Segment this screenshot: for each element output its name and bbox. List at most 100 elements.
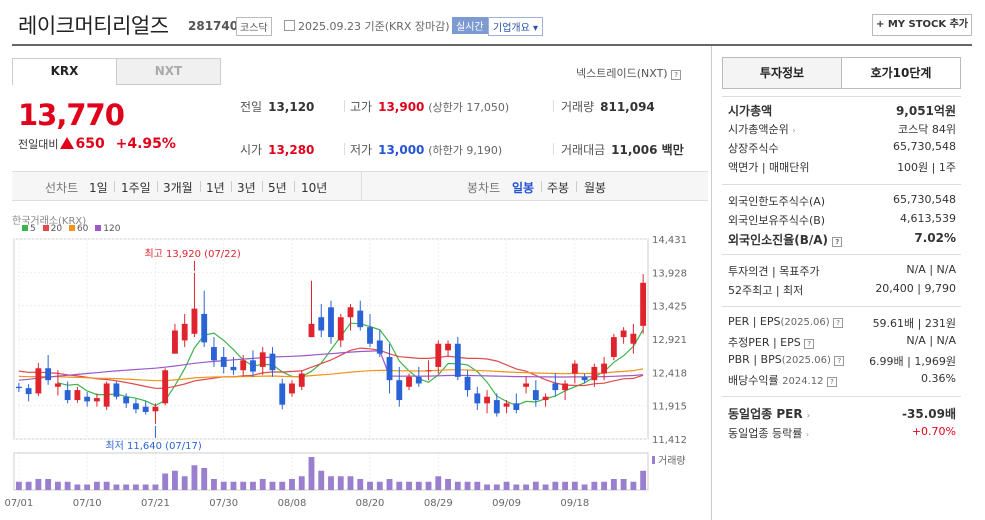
volume-bar — [376, 481, 383, 490]
candle-body — [523, 383, 530, 387]
volume-bar — [211, 479, 217, 490]
help-icon[interactable]: ? — [671, 70, 682, 80]
stat-label: 거래량 — [561, 100, 595, 114]
x-tick-label: 09/18 — [560, 498, 589, 509]
candle-body — [162, 370, 169, 404]
volume-bar — [571, 481, 578, 490]
period-3y[interactable]: 3년 — [237, 181, 256, 195]
candle-body — [601, 363, 608, 374]
stat-amount: 거래대금 11,006 백만 — [561, 141, 684, 158]
volume-bar — [103, 481, 110, 490]
legend-60: 60 — [76, 224, 89, 234]
candle-body — [74, 390, 81, 401]
tab-krx[interactable]: KRX — [12, 58, 117, 85]
volume-bar — [503, 481, 510, 490]
opinion-section: 투자의견 | 목표주가 N/A | N/A 52주최고 | 최저 20,400 | … — [722, 254, 961, 304]
candle-body — [464, 376, 471, 391]
help-icon[interactable]: ? — [832, 237, 843, 247]
my-stock-add-button[interactable]: + MY STOCK 추가 — [872, 14, 972, 36]
candle-weekly[interactable]: 주봉 — [547, 181, 570, 195]
foreign-ratio-row: 외국인소진율(B/A) ? 7.02% — [728, 231, 956, 247]
sector-rate-row[interactable]: 동일업종 등락률 › +0.70% — [728, 425, 956, 441]
candle-body — [571, 363, 578, 374]
candle-chart[interactable]: 14,431 13,928 13,425 12,921 12,418 11,915 11,4… — [0, 210, 710, 520]
foreign-limit-row: 외국인한도주식수(A) 65,730,548 — [728, 193, 956, 209]
volume-bar — [591, 481, 598, 490]
candle-body — [318, 317, 325, 331]
volume-bar — [201, 468, 208, 490]
volume-bar — [337, 476, 344, 490]
volume-bar — [367, 481, 373, 490]
nxt-link[interactable]: 넥스트레이드(NXT) ? — [576, 65, 682, 81]
opinion-value: N/A | N/A — [906, 263, 956, 276]
candle-body — [396, 380, 403, 401]
sector-per-row[interactable]: 동일업종 PER › -35.09배 — [728, 405, 956, 421]
period-1y[interactable]: 1년 — [206, 181, 225, 195]
candle-body — [406, 376, 412, 387]
volume-bar — [191, 465, 198, 490]
period-1w[interactable]: 1주일 — [121, 181, 151, 195]
volume-bar — [113, 484, 120, 490]
candle-body — [45, 368, 52, 381]
candle-body — [591, 366, 598, 381]
company-overview-button[interactable]: 기업개요 ▾ — [488, 17, 544, 36]
candle-body — [259, 352, 266, 367]
legend-swatch-120 — [95, 225, 102, 231]
volume-bar — [93, 481, 100, 490]
high-annotation: 최고 13,920 (07/22) — [144, 248, 240, 260]
line-chart-label[interactable]: 선차트 — [45, 181, 79, 195]
tab-nxt[interactable]: NXT — [116, 58, 221, 85]
volume-bar — [386, 479, 393, 490]
help-icon[interactable]: ? — [834, 356, 845, 366]
candle-body — [562, 383, 569, 391]
x-tick-label: 08/20 — [356, 498, 385, 509]
volume-bar — [493, 484, 500, 490]
foreign-section: 외국인한도주식수(A) 65,730,548 외국인보유주식수(B) 4,613,5… — [722, 184, 961, 252]
volume-bar — [406, 481, 412, 490]
realtime-badge[interactable]: 실시간 — [452, 17, 488, 34]
nxt-link-label: 넥스트레이드(NXT) — [576, 67, 668, 80]
info-tabs: 투자정보 호가10단계 — [722, 57, 961, 89]
par-value: 100원 | 1주 — [897, 161, 956, 174]
stat-volume: 거래량 811,094 — [561, 98, 655, 115]
volume-bar — [484, 484, 490, 490]
per-label: PER | EPS — [728, 315, 781, 328]
market-badge: 코스닥 — [236, 17, 272, 36]
help-icon[interactable]: ? — [833, 318, 844, 328]
shares-row: 상장주식수 65,730,548 — [728, 140, 956, 156]
rank-row[interactable]: 시가총액순위 › 코스닥 84위 — [728, 121, 956, 137]
volume-bar — [454, 481, 461, 490]
volume-bar — [181, 476, 188, 490]
period-1d[interactable]: 1일 — [89, 181, 108, 195]
candle-body — [376, 340, 383, 354]
volume-bar — [45, 479, 52, 490]
est-per-label: 추정PER | EPS — [728, 336, 801, 349]
legend-20: 20 — [50, 224, 63, 234]
foreign-ratio-value: 7.02% — [914, 231, 956, 245]
chart-legend: 5 20 60 120 — [18, 224, 120, 234]
volume-bar — [259, 479, 266, 490]
period-3m[interactable]: 3개월 — [163, 181, 193, 195]
help-icon[interactable]: ? — [826, 377, 837, 387]
volume-bar — [601, 481, 608, 490]
candle-chart-label[interactable]: 봉차트 — [467, 181, 501, 195]
volume-bar — [142, 484, 149, 490]
candle-monthly[interactable]: 월봉 — [584, 181, 607, 195]
sector-rate-value: +0.70% — [911, 425, 956, 438]
candle-body — [581, 376, 588, 381]
period-10y[interactable]: 10년 — [301, 181, 328, 195]
dividend-row: 배당수익률 2024.12 ? 0.36% — [728, 372, 956, 388]
candle-body — [308, 323, 315, 338]
foreign-ratio-label: 외국인소진율(B/A) — [728, 233, 829, 247]
stat-prev: 전일 13,120 — [240, 98, 314, 115]
tab-invest-info[interactable]: 투자정보 — [722, 57, 842, 89]
exchange-tabs: KRX NXT — [12, 58, 222, 85]
tab-orderbook[interactable]: 호가10단계 — [841, 57, 961, 89]
candle-daily[interactable]: 일봉 — [512, 181, 535, 195]
company-overview-label: 기업개요 — [493, 23, 530, 34]
help-icon[interactable]: ? — [804, 339, 815, 349]
volume-bar — [610, 479, 617, 490]
rank-value: 코스닥 84위 — [898, 123, 956, 136]
volume-bar — [562, 481, 569, 490]
period-5y[interactable]: 5년 — [268, 181, 287, 195]
